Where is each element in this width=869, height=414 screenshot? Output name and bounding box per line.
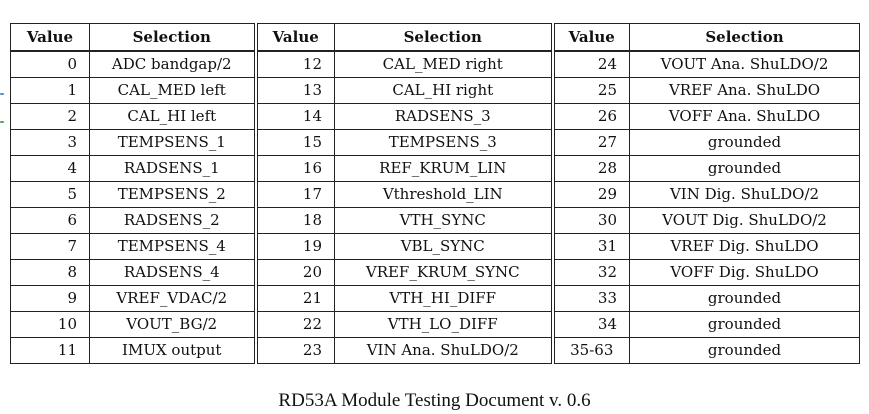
value-cell: 16 xyxy=(253,155,335,182)
selection-cell: grounded xyxy=(629,337,860,364)
value-cell: 34 xyxy=(550,311,630,338)
selection-cell: TEMPSENS_3 xyxy=(334,129,553,156)
selection-cell: CAL_MED right xyxy=(334,50,553,78)
edge-mark-blue xyxy=(0,93,4,95)
value-cell: 6 xyxy=(10,207,90,234)
value-cell: 26 xyxy=(550,103,630,130)
value-cell: 0 xyxy=(10,50,90,78)
table-row: 7 TEMPSENS_4 19 VBL_SYNC 31 VREF Dig. ShuLDO xyxy=(10,233,860,260)
table-row: 1 CAL_MED left 13 CAL_HI right 25 VREF Ana. S… xyxy=(10,77,860,104)
header-value: Value xyxy=(253,23,335,52)
table-row: 8 RADSENS_4 20 VREF_KRUM_SYNC 32 VOFF Dig. Sh… xyxy=(10,259,860,286)
header-value: Value xyxy=(10,23,90,52)
selection-cell: VOUT Ana. ShuLDO/2 xyxy=(629,50,860,78)
header-selection: Selection xyxy=(89,23,256,52)
table-row: 3 TEMPSENS_1 15 TEMPSENS_3 27 grounded xyxy=(10,129,860,156)
selection-cell: RADSENS_2 xyxy=(89,207,256,234)
value-cell: 30 xyxy=(550,207,630,234)
table-row: 11 IMUX output 23 VIN Ana. ShuLDO/2 35-63 gro… xyxy=(10,337,860,364)
selection-cell: IMUX output xyxy=(89,337,256,364)
value-cell: 31 xyxy=(550,233,630,260)
selection-cell: VTH_LO_DIFF xyxy=(334,311,553,338)
selection-cell: VREF_VDAC/2 xyxy=(89,285,256,312)
value-cell: 8 xyxy=(10,259,90,286)
selection-cell: VTH_HI_DIFF xyxy=(334,285,553,312)
value-cell: 10 xyxy=(10,311,90,338)
selection-cell: grounded xyxy=(629,285,860,312)
selection-cell: RADSENS_3 xyxy=(334,103,553,130)
header-selection: Selection xyxy=(629,23,860,52)
selection-cell: VTH_SYNC xyxy=(334,207,553,234)
value-cell: 4 xyxy=(10,155,90,182)
selection-cell: VOFF Dig. ShuLDO xyxy=(629,259,860,286)
value-cell: 33 xyxy=(550,285,630,312)
selection-cell: grounded xyxy=(629,155,860,182)
selection-cell: grounded xyxy=(629,311,860,338)
value-cell: 22 xyxy=(253,311,335,338)
selection-cell: VREF Dig. ShuLDO xyxy=(629,233,860,260)
value-cell: 35-63 xyxy=(550,337,630,364)
value-cell: 15 xyxy=(253,129,335,156)
selection-cell: VREF_KRUM_SYNC xyxy=(334,259,553,286)
selection-cell: VOFF Ana. ShuLDO xyxy=(629,103,860,130)
table-row: 0 ADC bandgap/2 12 CAL_MED right 24 VOUT Ana.… xyxy=(10,50,860,78)
selection-cell: VREF Ana. ShuLDO xyxy=(629,77,860,104)
selection-cell: VIN Ana. ShuLDO/2 xyxy=(334,337,553,364)
selection-cell: VBL_SYNC xyxy=(334,233,553,260)
value-cell: 25 xyxy=(550,77,630,104)
table-row: 10 VOUT_BG/2 22 VTH_LO_DIFF 34 grounded xyxy=(10,311,860,338)
value-cell: 29 xyxy=(550,181,630,208)
value-cell: 13 xyxy=(253,77,335,104)
value-cell: 23 xyxy=(253,337,335,364)
table-row: 5 TEMPSENS_2 17 Vthreshold_LIN 29 VIN Dig. Sh… xyxy=(10,181,860,208)
value-cell: 1 xyxy=(10,77,90,104)
value-cell: 2 xyxy=(10,103,90,130)
table-body: 0 ADC bandgap/2 12 CAL_MED right 24 VOUT Ana.… xyxy=(10,50,860,364)
value-cell: 18 xyxy=(253,207,335,234)
value-cell: 19 xyxy=(253,233,335,260)
selection-cell: TEMPSENS_1 xyxy=(89,129,256,156)
table-row: 2 CAL_HI left 14 RADSENS_3 26 VOFF Ana. ShuLD… xyxy=(10,103,860,130)
edge-mark-green xyxy=(0,121,4,123)
selection-cell: grounded xyxy=(629,129,860,156)
selection-cell: VIN Dig. ShuLDO/2 xyxy=(629,181,860,208)
value-cell: 20 xyxy=(253,259,335,286)
value-cell: 5 xyxy=(10,181,90,208)
selection-cell: CAL_HI right xyxy=(334,77,553,104)
header-value: Value xyxy=(550,23,630,52)
selection-cell: RADSENS_1 xyxy=(89,155,256,182)
selection-cell: VOUT_BG/2 xyxy=(89,311,256,338)
selection-cell: RADSENS_4 xyxy=(89,259,256,286)
value-cell: 14 xyxy=(253,103,335,130)
table-row: 4 RADSENS_1 16 REF_KRUM_LIN 28 grounded xyxy=(10,155,860,182)
value-cell: 24 xyxy=(550,50,630,78)
selection-cell: ADC bandgap/2 xyxy=(89,50,256,78)
selection-cell: REF_KRUM_LIN xyxy=(334,155,553,182)
selection-cell: VOUT Dig. ShuLDO/2 xyxy=(629,207,860,234)
value-cell: 11 xyxy=(10,337,90,364)
value-cell: 17 xyxy=(253,181,335,208)
value-cell: 3 xyxy=(10,129,90,156)
table-row: 9 VREF_VDAC/2 21 VTH_HI_DIFF 33 grounded xyxy=(10,285,860,312)
imux-selection-table: Value Selection Value Selection Value Se… xyxy=(10,23,860,364)
value-cell: 28 xyxy=(550,155,630,182)
document-caption: RD53A Module Testing Document v. 0.6 xyxy=(278,390,591,411)
selection-cell: CAL_HI left xyxy=(89,103,256,130)
selection-cell: TEMPSENS_4 xyxy=(89,233,256,260)
table-row: 6 RADSENS_2 18 VTH_SYNC 30 VOUT Dig. ShuLDO/2 xyxy=(10,207,860,234)
header-selection: Selection xyxy=(334,23,553,52)
value-cell: 32 xyxy=(550,259,630,286)
table-header-row: Value Selection Value Selection Value Se… xyxy=(10,23,860,52)
selection-cell: TEMPSENS_2 xyxy=(89,181,256,208)
value-cell: 21 xyxy=(253,285,335,312)
value-cell: 27 xyxy=(550,129,630,156)
selection-cell: Vthreshold_LIN xyxy=(334,181,553,208)
value-cell: 12 xyxy=(253,50,335,78)
selection-cell: CAL_MED left xyxy=(89,77,256,104)
value-cell: 7 xyxy=(10,233,90,260)
value-cell: 9 xyxy=(10,285,90,312)
